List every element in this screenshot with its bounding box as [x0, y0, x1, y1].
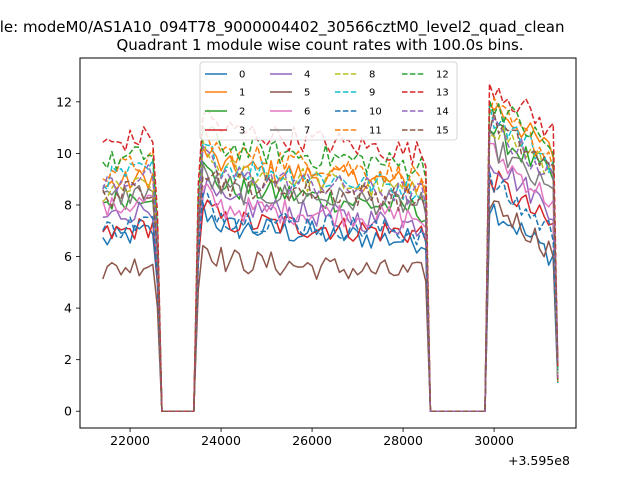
legend-label-4: 4 — [304, 70, 310, 81]
legend-label-13: 13 — [436, 88, 449, 99]
x-tick-label: 28000 — [383, 433, 423, 448]
legend-label-0: 0 — [239, 70, 245, 81]
series-line-5 — [102, 200, 559, 412]
x-axis: 22000 24000 26000 28000 30000 — [110, 428, 514, 448]
y-tick-label: 4 — [64, 301, 72, 316]
legend-label-7: 7 — [304, 126, 310, 137]
legend-label-15: 15 — [436, 126, 449, 137]
y-tick-label: 10 — [56, 146, 72, 161]
legend-label-1: 1 — [239, 88, 245, 99]
x-tick-label: 22000 — [110, 433, 150, 448]
series-line-10 — [102, 170, 559, 412]
legend-box — [199, 61, 458, 141]
y-tick-label: 0 — [64, 404, 72, 419]
x-tick-label: 24000 — [201, 433, 241, 448]
legend-label-8: 8 — [369, 70, 375, 81]
y-tick-label: 2 — [64, 352, 72, 367]
legend-label-9: 9 — [369, 88, 375, 99]
x-tick-label: 26000 — [292, 433, 332, 448]
series-line-14 — [102, 117, 559, 412]
y-tick-label: 6 — [64, 249, 72, 264]
axes-frame — [79, 57, 577, 429]
x-axis-offset-label: +3.595e8 — [508, 453, 570, 468]
y-tick-label: 8 — [64, 197, 72, 212]
legend-label-2: 2 — [239, 107, 245, 118]
legend-label-14: 14 — [436, 107, 449, 118]
legend-label-5: 5 — [304, 88, 310, 99]
legend-label-10: 10 — [369, 107, 382, 118]
legend-label-11: 11 — [369, 126, 382, 137]
x-tick-label: 30000 — [474, 433, 514, 448]
y-axis: 0 2 4 6 8 10 12 — [56, 94, 80, 419]
legend-label-3: 3 — [239, 126, 245, 137]
y-tick-label: 12 — [56, 94, 72, 109]
chart-title: Quadrant 1 module wise count rates with … — [116, 36, 524, 54]
figure-suptitle: n file: modeM0/AS1A10_094T78_9000004402_… — [0, 18, 565, 36]
legend-label-12: 12 — [436, 70, 449, 81]
legend-label-6: 6 — [304, 107, 310, 118]
series-line-15 — [102, 111, 559, 412]
plot-lines — [102, 83, 559, 412]
